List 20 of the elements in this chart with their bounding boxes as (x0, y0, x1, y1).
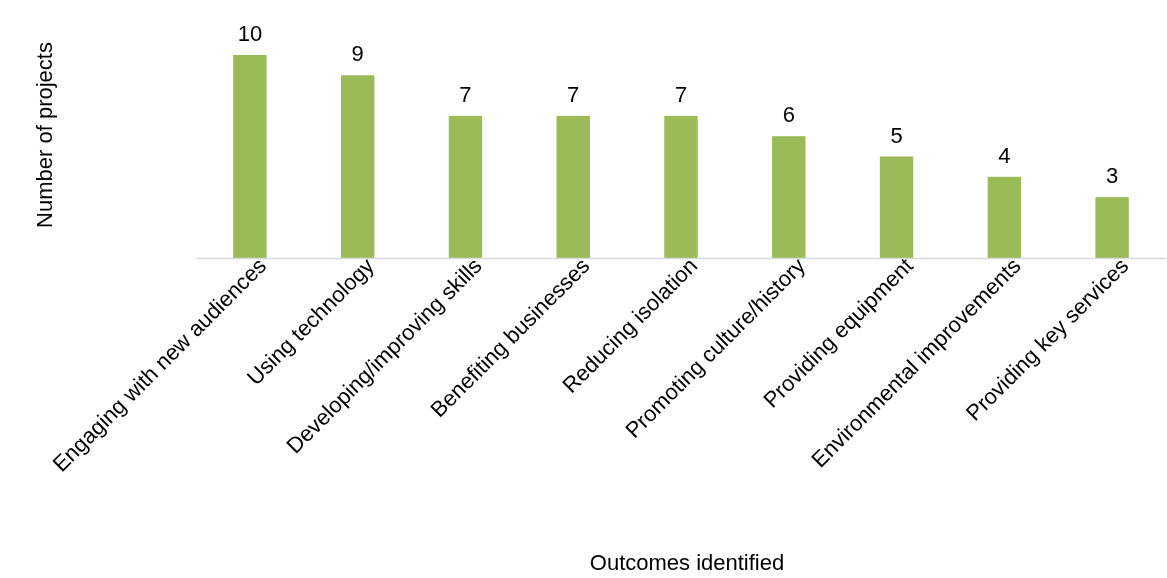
data-label: 10 (237, 21, 263, 46)
bar (340, 75, 375, 258)
bar (772, 136, 806, 258)
bar (448, 115, 483, 258)
data-label: 7 (674, 81, 688, 107)
data-label: 9 (351, 41, 364, 67)
bar (879, 156, 914, 258)
bar (233, 55, 267, 258)
data-label: 4 (998, 142, 1011, 168)
data-label: 5 (890, 122, 903, 148)
data-label: 6 (782, 102, 795, 128)
data-label: 7 (567, 81, 580, 107)
bar (987, 176, 1022, 258)
x-axis-title: Outcomes identified (589, 550, 785, 575)
bar (664, 115, 698, 258)
data-label: 3 (1105, 163, 1119, 189)
y-axis-title: Number of projects (32, 42, 57, 228)
bar (556, 115, 590, 258)
data-label: 7 (459, 81, 472, 107)
bar (1095, 197, 1129, 258)
